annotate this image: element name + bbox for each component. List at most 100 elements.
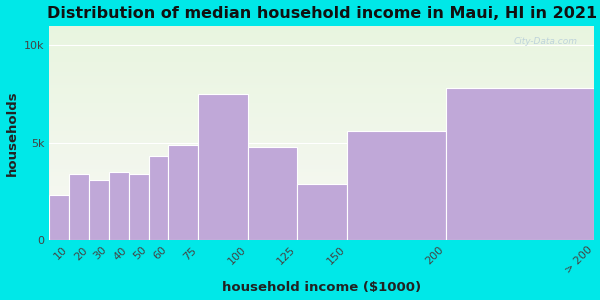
Bar (49, 187, 595, 188)
Bar (49, 163, 595, 165)
Bar (49, 158, 595, 160)
Bar (49, 183, 595, 185)
Bar (49, 217, 595, 219)
Bar (49, 87, 595, 88)
Title: Distribution of median household income in Maui, HI in 2021: Distribution of median household income … (47, 6, 597, 21)
Bar (49, 53, 595, 54)
Bar (49, 231, 595, 233)
Bar (49, 65, 595, 67)
Bar (49, 169, 595, 170)
Bar (49, 222, 595, 224)
Bar (49, 188, 595, 190)
Bar (49, 144, 595, 146)
Bar (49, 220, 595, 222)
Bar (149, 156, 169, 240)
Bar (49, 213, 595, 215)
Bar (49, 149, 595, 151)
Bar (49, 151, 595, 153)
Bar (49, 69, 595, 70)
Bar (49, 54, 595, 56)
X-axis label: household income ($1000): household income ($1000) (223, 281, 422, 294)
Bar (49, 113, 595, 115)
Bar (129, 174, 149, 240)
Bar (49, 178, 595, 179)
Bar (49, 106, 595, 108)
Bar (49, 80, 595, 81)
Bar (49, 131, 595, 133)
Bar (49, 135, 595, 137)
Bar (49, 192, 595, 194)
Bar (49, 204, 595, 206)
Bar (49, 126, 595, 127)
Bar (49, 176, 595, 178)
Bar (109, 172, 129, 240)
Bar (49, 133, 595, 135)
Bar (347, 131, 446, 240)
Bar (49, 229, 595, 231)
Bar (49, 42, 595, 44)
Bar (248, 147, 297, 240)
Bar (49, 156, 595, 158)
Bar (49, 56, 595, 58)
Bar (49, 224, 595, 226)
Bar (49, 31, 595, 33)
Bar (49, 28, 595, 29)
Bar (49, 236, 595, 238)
Bar (49, 44, 595, 46)
Bar (49, 190, 595, 192)
Bar (49, 117, 595, 119)
Bar (49, 35, 595, 37)
Bar (49, 33, 595, 35)
Bar (169, 145, 198, 240)
Bar (49, 235, 595, 236)
Bar (49, 38, 595, 40)
Bar (49, 129, 595, 131)
Bar (49, 37, 595, 38)
Bar (49, 51, 595, 53)
Bar (49, 97, 595, 99)
Bar (49, 154, 595, 156)
Bar (49, 136, 595, 138)
Bar (49, 70, 595, 72)
Bar (49, 46, 595, 47)
Bar (49, 161, 595, 163)
Bar (49, 140, 595, 142)
Bar (49, 81, 595, 83)
Bar (49, 195, 595, 197)
Bar (49, 99, 595, 101)
Bar (49, 153, 595, 154)
Bar (49, 101, 595, 103)
Bar (49, 181, 595, 183)
Bar (49, 185, 595, 187)
Bar (49, 128, 595, 129)
Bar (49, 94, 595, 95)
Bar (297, 184, 347, 240)
Bar (49, 208, 595, 210)
Bar (49, 202, 595, 204)
Bar (89, 180, 109, 240)
Bar (49, 179, 595, 181)
Bar (446, 88, 595, 240)
Bar (49, 215, 595, 217)
Bar (49, 112, 595, 113)
Bar (49, 212, 595, 213)
Text: City-Data.com: City-Data.com (514, 37, 578, 46)
Bar (49, 219, 595, 220)
Bar (49, 60, 595, 61)
Bar (49, 201, 595, 203)
Bar (49, 165, 595, 167)
Bar (49, 26, 595, 28)
Bar (49, 74, 595, 76)
Bar (49, 160, 595, 161)
Bar (49, 233, 595, 235)
Bar (49, 147, 595, 149)
Bar (49, 172, 595, 174)
Y-axis label: households: households (5, 90, 19, 176)
Bar (49, 167, 595, 169)
Bar (49, 108, 595, 110)
Bar (49, 76, 595, 78)
Bar (49, 29, 595, 31)
Bar (49, 124, 595, 126)
Bar (49, 95, 595, 97)
Bar (49, 174, 595, 176)
